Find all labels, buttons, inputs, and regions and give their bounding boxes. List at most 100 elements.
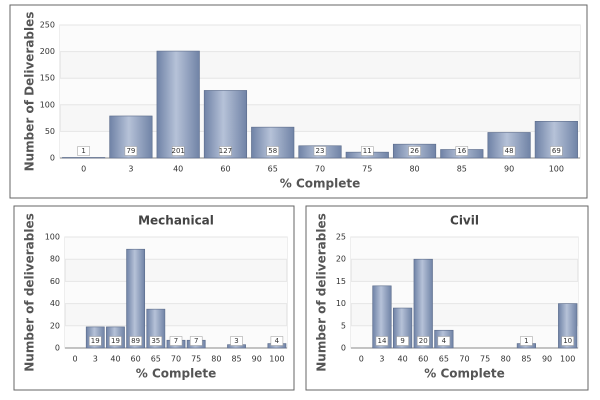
x-tick-label: 70 — [171, 355, 181, 364]
x-tick-label: 40 — [173, 165, 183, 174]
value-label: 69 — [552, 147, 561, 155]
y-tick-label: 20 — [50, 321, 60, 330]
value-label: 4 — [275, 337, 280, 345]
y-tick-label: 15 — [336, 277, 346, 286]
y-tick-label: 0 — [50, 154, 55, 163]
grid-band — [65, 281, 287, 304]
x-tick-label: 60 — [418, 355, 428, 364]
value-label: 20 — [419, 337, 428, 345]
x-tick-label: 0 — [359, 355, 364, 364]
x-tick-label: 90 — [504, 165, 514, 174]
value-label-box — [408, 146, 421, 156]
value-label: 7 — [194, 337, 198, 345]
value-label-box — [502, 146, 516, 156]
value-label-box — [124, 146, 138, 156]
y-tick-label: 25 — [336, 233, 346, 242]
value-label: 1 — [81, 147, 85, 155]
x-tick-label: 90 — [252, 355, 262, 364]
x-tick-label: 80 — [409, 165, 419, 174]
x-tick-label: 40 — [110, 355, 120, 364]
value-label-box — [550, 146, 563, 156]
value-label: 19 — [91, 337, 100, 345]
x-axis-title: % Complete — [136, 367, 216, 381]
value-label-box — [77, 146, 90, 156]
value-label-box — [437, 336, 451, 346]
x-tick-label: 75 — [362, 165, 372, 174]
value-label-box — [396, 336, 409, 346]
x-tick-label: 65 — [151, 355, 161, 364]
value-label-box — [361, 146, 374, 156]
x-tick-label: 100 — [269, 355, 284, 364]
x-tick-label: 85 — [231, 355, 241, 364]
value-label: 23 — [316, 147, 325, 155]
grid-band — [60, 25, 580, 52]
y-axis-title: Number of deliverables — [23, 213, 37, 371]
x-tick-label: 70 — [315, 165, 325, 174]
value-label-box — [89, 336, 102, 346]
x-axis-title: % Complete — [424, 367, 504, 381]
grid-band — [60, 78, 580, 105]
value-label: 35 — [151, 337, 160, 345]
y-tick-label: 60 — [50, 277, 60, 286]
bar — [109, 115, 153, 159]
y-tick-label: 100 — [45, 233, 60, 242]
x-tick-label: 60 — [131, 355, 141, 364]
x-tick-label: 0 — [73, 355, 78, 364]
value-label-box — [561, 336, 574, 346]
value-label: 4 — [442, 337, 447, 345]
value-label: 16 — [457, 147, 466, 155]
value-label-box — [169, 336, 183, 346]
grid-band — [65, 237, 287, 260]
chart-title: Civil — [450, 214, 479, 228]
value-label-box — [313, 146, 327, 156]
value-label-box — [455, 146, 469, 156]
value-label: 1 — [524, 337, 528, 345]
y-tick-label: 80 — [50, 255, 60, 264]
value-label-box — [270, 336, 284, 346]
value-label-box — [189, 336, 203, 346]
x-tick-label: 85 — [457, 165, 467, 174]
value-label: 11 — [363, 147, 372, 155]
value-label: 48 — [505, 147, 514, 155]
y-tick-label: 5 — [341, 321, 346, 330]
x-tick-label: 60 — [220, 165, 230, 174]
value-label-box — [230, 336, 243, 346]
grid-band — [351, 237, 578, 260]
value-label-box — [129, 336, 142, 346]
y-tick-label: 20 — [336, 255, 346, 264]
y-tick-label: 50 — [45, 127, 55, 136]
bar — [372, 285, 392, 349]
value-label-box — [416, 336, 430, 346]
x-tick-label: 3 — [93, 355, 98, 364]
y-tick-label: 100 — [40, 100, 55, 109]
value-label-box — [266, 146, 279, 156]
x-tick-label: 80 — [501, 355, 511, 364]
value-label: 127 — [219, 147, 232, 155]
bar — [126, 248, 146, 349]
value-label: 79 — [126, 147, 135, 155]
y-tick-label: 150 — [40, 74, 55, 83]
x-tick-label: 40 — [397, 355, 407, 364]
chart-title: Mechanical — [138, 214, 214, 228]
value-label: 10 — [563, 337, 572, 345]
grid-band — [351, 281, 578, 304]
x-tick-label: 100 — [549, 165, 564, 174]
x-tick-label: 3 — [128, 165, 133, 174]
value-label-box — [520, 336, 533, 346]
y-tick-label: 40 — [50, 299, 60, 308]
x-tick-label: 85 — [521, 355, 531, 364]
x-tick-label: 0 — [81, 165, 86, 174]
bar — [156, 50, 200, 159]
y-tick-label: 250 — [40, 21, 55, 30]
x-tick-label: 65 — [268, 165, 278, 174]
value-label-box — [219, 146, 232, 156]
x-axis-title: % Complete — [280, 177, 360, 191]
value-label: 201 — [171, 147, 184, 155]
value-label: 7 — [174, 337, 178, 345]
y-axis-title: Number of deliverables — [315, 213, 329, 371]
x-tick-label: 70 — [459, 355, 469, 364]
value-label: 9 — [400, 337, 404, 345]
value-label: 3 — [234, 337, 238, 345]
value-label: 58 — [268, 147, 277, 155]
